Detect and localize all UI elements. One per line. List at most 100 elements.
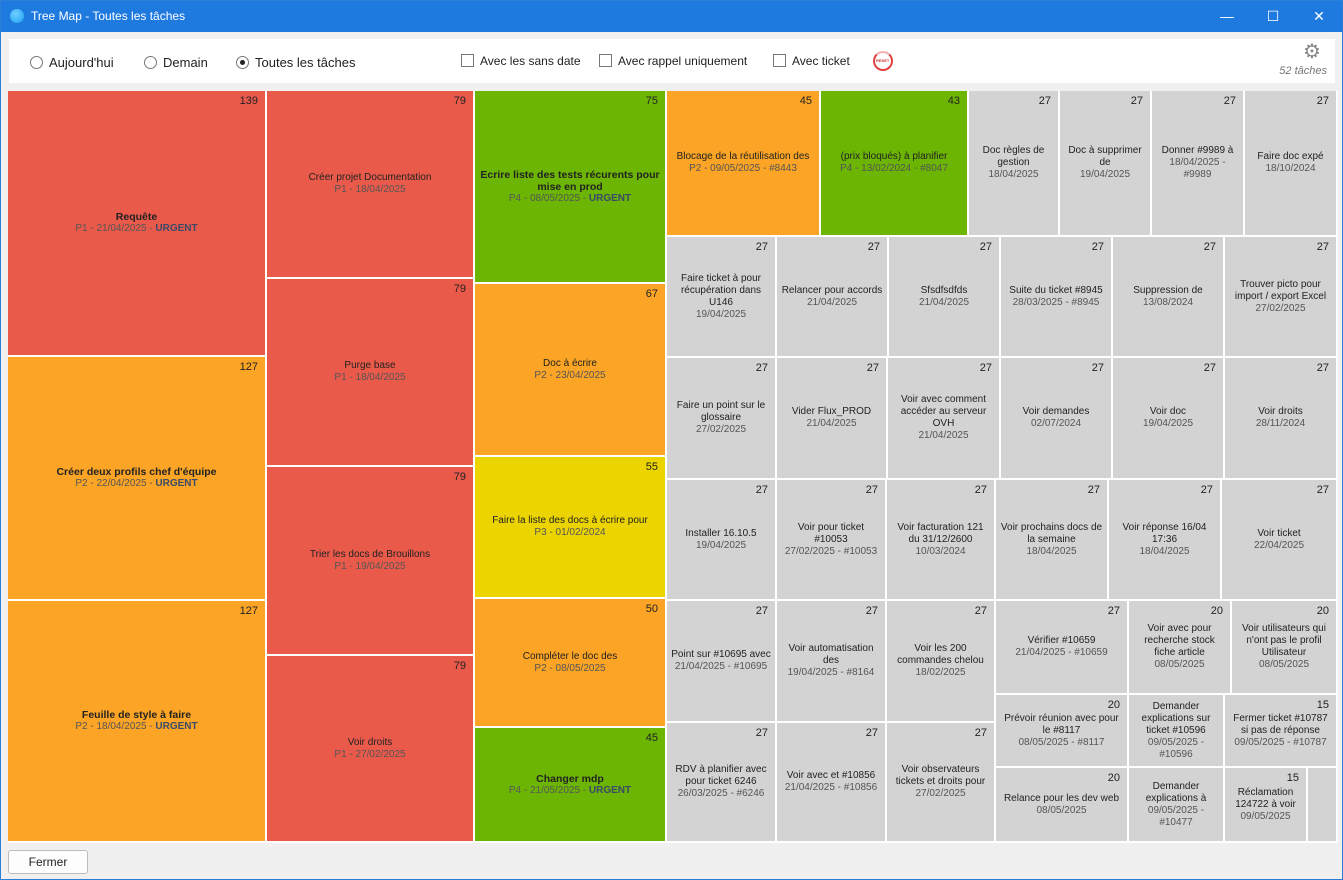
task-tile[interactable]: 27 Suppression de 13/08/2024	[1113, 237, 1225, 358]
task-tile[interactable]: 27 Voir réponse 16/04 17:36 18/04/2025	[1109, 480, 1222, 601]
reset-icon[interactable]: RESET	[873, 51, 893, 71]
task-tile[interactable]: 20 Voir utilisateurs qui n'ont pas le pro…	[1232, 601, 1338, 695]
task-tile[interactable]: 45 Changer mdp P4 - 21/05/2025 - URGENT	[475, 728, 667, 843]
task-weight: 27	[1130, 95, 1143, 107]
close-button[interactable]: Fermer	[8, 850, 88, 874]
task-title: Demander explications à	[1145, 780, 1207, 804]
task-meta: 21/04/2025	[918, 430, 969, 441]
task-title: Faire la liste des docs à écrire pour	[492, 515, 648, 526]
radio-tomorrow-indicator[interactable]	[144, 56, 157, 69]
task-tile[interactable]: 27 Voir doc 19/04/2025	[1113, 358, 1225, 480]
task-tile[interactable]: 139 Requête P1 - 21/04/2025 - URGENT	[8, 91, 267, 357]
task-weight: 50	[645, 603, 658, 615]
task-meta: P2 - 22/04/2025 - URGENT	[75, 478, 198, 489]
task-meta: 10/03/2024	[915, 545, 966, 557]
checkbox-no-date-box[interactable]	[461, 54, 474, 67]
task-tile[interactable]: 27 Installer 16.10.5 19/04/2025	[667, 480, 777, 601]
task-weight: 27	[1107, 605, 1120, 617]
task-tile[interactable]: 27 Faire un point sur le glossaire 27/02/2…	[667, 358, 777, 480]
task-tile[interactable]: 27 Doc règles de gestion 18/04/2025	[969, 91, 1060, 237]
task-tile[interactable]: Demander explications à 09/05/2025 - #104…	[1129, 768, 1225, 843]
task-tile[interactable]: 79 Purge base P1 - 18/04/2025	[267, 279, 475, 467]
task-tile[interactable]: 27 Voir observateurs tickets et droits po…	[887, 723, 996, 843]
maximize-button[interactable]: ☐	[1266, 8, 1280, 24]
task-content: Feuille de style à faire P2 - 18/04/2025 …	[12, 709, 261, 733]
task-title: Purge base	[344, 360, 396, 371]
task-tile[interactable]: 67 Doc à écrire P2 - 23/04/2025	[475, 284, 667, 457]
close-window-button[interactable]: ✕	[1313, 8, 1325, 24]
task-title: Voir avec comment accéder au serveur OVH	[900, 394, 987, 429]
task-title: Requête	[115, 211, 158, 223]
task-tile[interactable]: 27 Trouver picto pour import / export Exc…	[1225, 237, 1338, 358]
task-tile[interactable]: 27 Voir les 200 commandes chelou 18/02/202…	[887, 601, 996, 723]
task-tile[interactable]: 27 Doc à supprimer de 19/04/2025	[1060, 91, 1152, 237]
task-weight: 27	[865, 727, 878, 739]
task-meta: 18/10/2024	[1265, 163, 1316, 174]
task-content: Voir ticket 22/04/2025	[1226, 528, 1332, 552]
task-tile[interactable]: Demander explications sur ticket #10596 0…	[1129, 695, 1225, 768]
task-tile[interactable]: 27 Vérifier #10659 21/04/2025 - #10659	[996, 601, 1129, 695]
task-title: Fermer ticket #10787 si pas de réponse	[1233, 712, 1328, 736]
minimize-button[interactable]: —	[1220, 8, 1234, 24]
task-tile[interactable]: 27 Faire ticket à pour récupération dans …	[667, 237, 777, 358]
task-tile[interactable]	[1308, 768, 1338, 843]
radio-all-tasks-indicator[interactable]	[236, 56, 249, 69]
task-tile[interactable]: 27 Sfsdfsdfds 21/04/2025	[889, 237, 1001, 358]
task-tile[interactable]: 127 Feuille de style à faire P2 - 18/04/20…	[8, 601, 267, 843]
radio-today-indicator[interactable]	[30, 56, 43, 69]
task-meta: 18/02/2025	[915, 667, 966, 678]
task-tile[interactable]: 27 Voir prochains docs de la semaine 18/04…	[996, 480, 1109, 601]
task-content: Point sur #10695 avec 21/04/2025 - #10695	[671, 649, 771, 673]
task-weight: 75	[645, 95, 658, 107]
checkbox-with-ticket-box[interactable]	[773, 54, 786, 67]
task-meta: 19/04/2025	[695, 539, 747, 551]
task-content: Blocage de la réutilisation des P2 - 09/0…	[671, 151, 815, 175]
task-tile[interactable]: 27 Point sur #10695 avec 21/04/2025 - #106…	[667, 601, 777, 723]
task-tile[interactable]: 20 Relance pour les dev web 08/05/2025	[996, 768, 1129, 843]
task-title: Donner #9989 à	[1161, 145, 1234, 156]
task-tile[interactable]: 27 Relancer pour accords 21/04/2025	[777, 237, 889, 358]
task-tile[interactable]: 27 Voir facturation 121 du 31/12/2600 10/0…	[887, 480, 996, 601]
task-tile[interactable]: 27 Voir ticket 22/04/2025	[1222, 480, 1338, 601]
task-meta: P4 - 13/02/2024 - #8047	[840, 163, 948, 174]
title-bar: Tree Map - Toutes les tâches — ☐ ✕	[1, 1, 1342, 32]
task-meta: P2 - 08/05/2025	[534, 662, 606, 674]
task-meta: 27/02/2025	[915, 788, 966, 799]
task-weight: 27	[1203, 362, 1216, 374]
task-tile[interactable]: 75 Ecrire liste des tests récurents pour …	[475, 91, 667, 284]
task-meta: 09/05/2025 - #10787	[1234, 736, 1327, 748]
task-tile[interactable]: 45 Blocage de la réutilisation des P2 - 09…	[667, 91, 821, 237]
task-tile[interactable]: 27 Voir automatisation des 19/04/2025 - #8…	[777, 601, 887, 723]
task-tile[interactable]: 20 Prévoir réunion avec pour le #8117 08/0…	[996, 695, 1129, 768]
task-tile[interactable]: 27 Donner #9989 à 18/04/2025 - #9989	[1152, 91, 1245, 237]
task-tile[interactable]: 27 Voir avec comment accéder au serveur O…	[888, 358, 1001, 480]
task-meta: 02/07/2024	[1030, 418, 1082, 429]
checkbox-reminder-only-box[interactable]	[599, 54, 612, 67]
task-weight: 27	[974, 484, 987, 496]
task-tile[interactable]: 27 Voir demandes 02/07/2024	[1001, 358, 1113, 480]
task-tile[interactable]: 43 (prix bloqués) à planifier P4 - 13/02/2…	[821, 91, 969, 237]
task-tile[interactable]: 79 Voir droits P1 - 27/02/2025	[267, 656, 475, 843]
task-tile[interactable]: 50 Compléter le doc des P2 - 08/05/2025	[475, 599, 667, 728]
task-tile[interactable]: 27 Vider Flux_PROD 21/04/2025	[777, 358, 888, 480]
task-tile[interactable]: 27 Voir avec et #10856 21/04/2025 - #10856	[777, 723, 887, 843]
task-tile[interactable]: 127 Créer deux profils chef d'équipe P2 - …	[8, 357, 267, 601]
task-title: Point sur #10695 avec	[671, 649, 771, 660]
task-tile[interactable]: 27 Faire doc expé 18/10/2024	[1245, 91, 1338, 237]
task-tile[interactable]: 27 Voir pour ticket #10053 27/02/2025 - #1…	[777, 480, 887, 601]
task-tile[interactable]: 27 Suite du ticket #8945 28/03/2025 - #894…	[1001, 237, 1113, 358]
gear-icon[interactable]: ⚙	[1303, 41, 1321, 63]
task-title: Ecrire liste des tests récurents pour mi…	[480, 168, 660, 193]
task-tile[interactable]: 27 Voir droits 28/11/2024	[1225, 358, 1338, 480]
task-tile[interactable]: 79 Trier les docs de Brouillons P1 - 19/04…	[267, 467, 475, 656]
radio-all-tasks-label: Toutes les tâches	[255, 55, 356, 70]
task-meta: 21/04/2025 - #10659	[1015, 647, 1108, 658]
task-tile[interactable]: 20 Voir avec pour recherche stock fiche a…	[1129, 601, 1232, 695]
task-tile[interactable]: 27 RDV à planifier avec pour ticket 6246 2…	[667, 723, 777, 843]
task-title: Créer deux profils chef d'équipe	[56, 466, 217, 478]
task-tile[interactable]: 79 Créer projet Documentation P1 - 18/04/2…	[267, 91, 475, 279]
task-tile[interactable]: 15 Réclamation 124722 à voir 09/05/2025	[1225, 768, 1308, 843]
task-tile[interactable]: 55 Faire la liste des docs à écrire pour P…	[475, 457, 667, 599]
task-meta: 21/04/2025	[918, 296, 970, 308]
task-tile[interactable]: 15 Fermer ticket #10787 si pas de réponse…	[1225, 695, 1338, 768]
